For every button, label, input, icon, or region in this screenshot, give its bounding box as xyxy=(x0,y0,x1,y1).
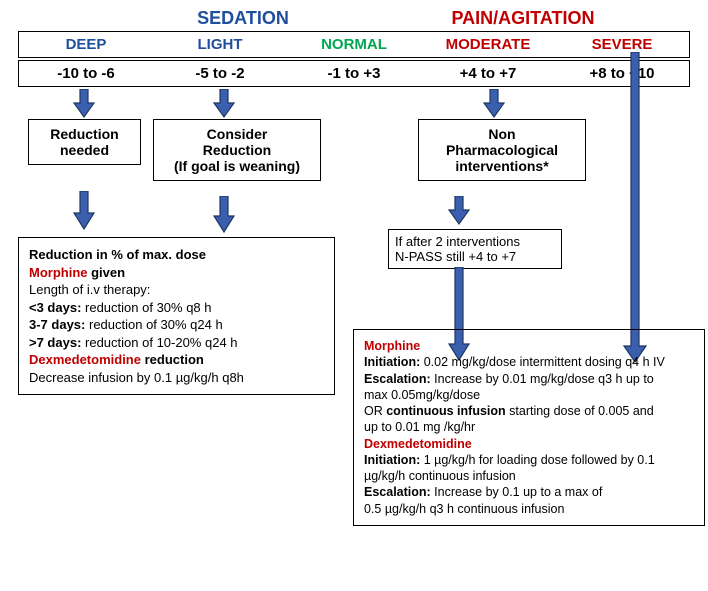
lbl: >7 days: xyxy=(29,335,81,350)
arrow-deep xyxy=(73,89,95,119)
lbl: Escalation: xyxy=(364,372,431,386)
cell-light: LIGHT xyxy=(153,32,287,57)
line: Reduction xyxy=(37,126,132,142)
cell-deep: DEEP xyxy=(19,32,153,57)
scale-range-row: -10 to -6 -5 to -2 -1 to +3 +4 to +7 +8 … xyxy=(18,60,690,87)
arrow-severe-long xyxy=(623,52,647,369)
scale-label-row: DEEP LIGHT NORMAL MODERATE SEVERE xyxy=(18,31,690,58)
line: >7 days: reduction of 10-20% q24 h xyxy=(29,334,324,352)
arrow-row-1 xyxy=(18,89,690,119)
txt: starting dose of 0.005 and xyxy=(506,404,654,418)
lbl: Initiation: xyxy=(364,355,420,369)
line: Length of i.v therapy: xyxy=(29,281,324,299)
line: Reduction in % of max. dose xyxy=(29,246,324,264)
range-light: -5 to -2 xyxy=(153,61,287,86)
range-normal: -1 to +3 xyxy=(287,61,421,86)
txt: reduction of 10-20% q24 h xyxy=(81,335,237,350)
header-pain: PAIN/AGITATION xyxy=(378,8,668,29)
txt: reduction of 30% q8 h xyxy=(81,300,211,315)
cell-moderate: MODERATE xyxy=(421,32,555,57)
morphine-label: Morphine xyxy=(364,339,420,353)
line: Dexmedetomidine xyxy=(364,436,694,452)
box-consider-reduction: Consider Reduction (If goal is weaning) xyxy=(153,119,321,181)
arrow-reduction-down xyxy=(73,191,95,231)
arrow-moderate xyxy=(483,89,505,119)
arrow-light xyxy=(213,89,235,119)
cell-normal: NORMAL xyxy=(287,32,421,57)
txt: reduction xyxy=(141,352,204,367)
lbl: <3 days: xyxy=(29,300,81,315)
range-moderate: +4 to +7 xyxy=(421,61,555,86)
line: Consider xyxy=(162,126,312,142)
line: OR continuous infusion starting dose of … xyxy=(364,403,694,419)
line: interventions* xyxy=(427,158,577,174)
lbl: Escalation: xyxy=(364,485,431,499)
dex-label: Dexmedetomidine xyxy=(364,437,472,451)
section-headers: SEDATION PAIN/AGITATION xyxy=(8,8,700,29)
range-deep: -10 to -6 xyxy=(19,61,153,86)
dex-label: Dexmedetomidine xyxy=(29,352,141,367)
line: Dexmedetomidine reduction xyxy=(29,351,324,369)
line: Escalation: Increase by 0.1 up to a max … xyxy=(364,484,694,500)
line: 3-7 days: reduction of 30% q24 h xyxy=(29,316,324,334)
arrow-nonpharm-down xyxy=(448,196,470,226)
line: Initiation: 0.02 mg/kg/dose intermittent… xyxy=(364,354,694,370)
line: Reduction xyxy=(162,142,312,158)
line: max 0.05mg/kg/dose xyxy=(364,387,694,403)
arrow-row-2 xyxy=(18,199,690,237)
range-severe: +8 to +10 xyxy=(555,61,689,86)
txt: OR xyxy=(364,404,386,418)
line: N-PASS still +4 to +7 xyxy=(395,249,555,264)
line: 0.5 µg/kg/h q3 h continuous infusion xyxy=(364,501,694,517)
box-row-1: Reduction needed Consider Reduction (If … xyxy=(18,119,690,199)
line: up to 0.01 mg /kg/hr xyxy=(364,419,694,435)
txt: given xyxy=(88,265,126,280)
line: Escalation: Increase by 0.01 mg/kg/dose … xyxy=(364,371,694,387)
box-initiation-escalation: Morphine Initiation: 0.02 mg/kg/dose int… xyxy=(353,329,705,526)
line: <3 days: reduction of 30% q8 h xyxy=(29,299,324,317)
line: Initiation: 1 µg/kg/h for loading dose f… xyxy=(364,452,694,468)
line: (If goal is weaning) xyxy=(162,158,312,174)
lbl: Initiation: xyxy=(364,453,420,467)
box-after-2-interventions: If after 2 interventions N-PASS still +4… xyxy=(388,229,562,269)
line: needed xyxy=(37,142,132,158)
box-reduction-needed: Reduction needed xyxy=(28,119,141,165)
line: Morphine xyxy=(364,338,694,354)
txt: Increase by 0.01 mg/kg/dose q3 h up to xyxy=(431,372,654,386)
cell-severe: SEVERE xyxy=(555,32,689,57)
morphine-label: Morphine xyxy=(29,265,88,280)
box-nonpharm: Non Pharmacological interventions* xyxy=(418,119,586,181)
line: If after 2 interventions xyxy=(395,234,555,249)
header-sedation: SEDATION xyxy=(108,8,378,29)
txt: Increase by 0.1 up to a max of xyxy=(431,485,603,499)
txt: 0.02 mg/kg/dose intermittent dosing q4 h… xyxy=(420,355,665,369)
lbl: 3-7 days: xyxy=(29,317,85,332)
line: Decrease infusion by 0.1 µg/kg/h q8h xyxy=(29,369,324,387)
lbl: continuous infusion xyxy=(386,404,505,418)
line: Pharmacological xyxy=(427,142,577,158)
line: Non xyxy=(427,126,577,142)
arrow-consider-down xyxy=(213,196,235,234)
txt: 1 µg/kg/h for loading dose followed by 0… xyxy=(420,453,654,467)
line: Morphine given xyxy=(29,264,324,282)
line: µg/kg/h continuous infusion xyxy=(364,468,694,484)
bottom-area: Reduction in % of max. dose Morphine giv… xyxy=(18,237,690,527)
box-reduction-dose: Reduction in % of max. dose Morphine giv… xyxy=(18,237,335,395)
txt: reduction of 30% q24 h xyxy=(85,317,222,332)
